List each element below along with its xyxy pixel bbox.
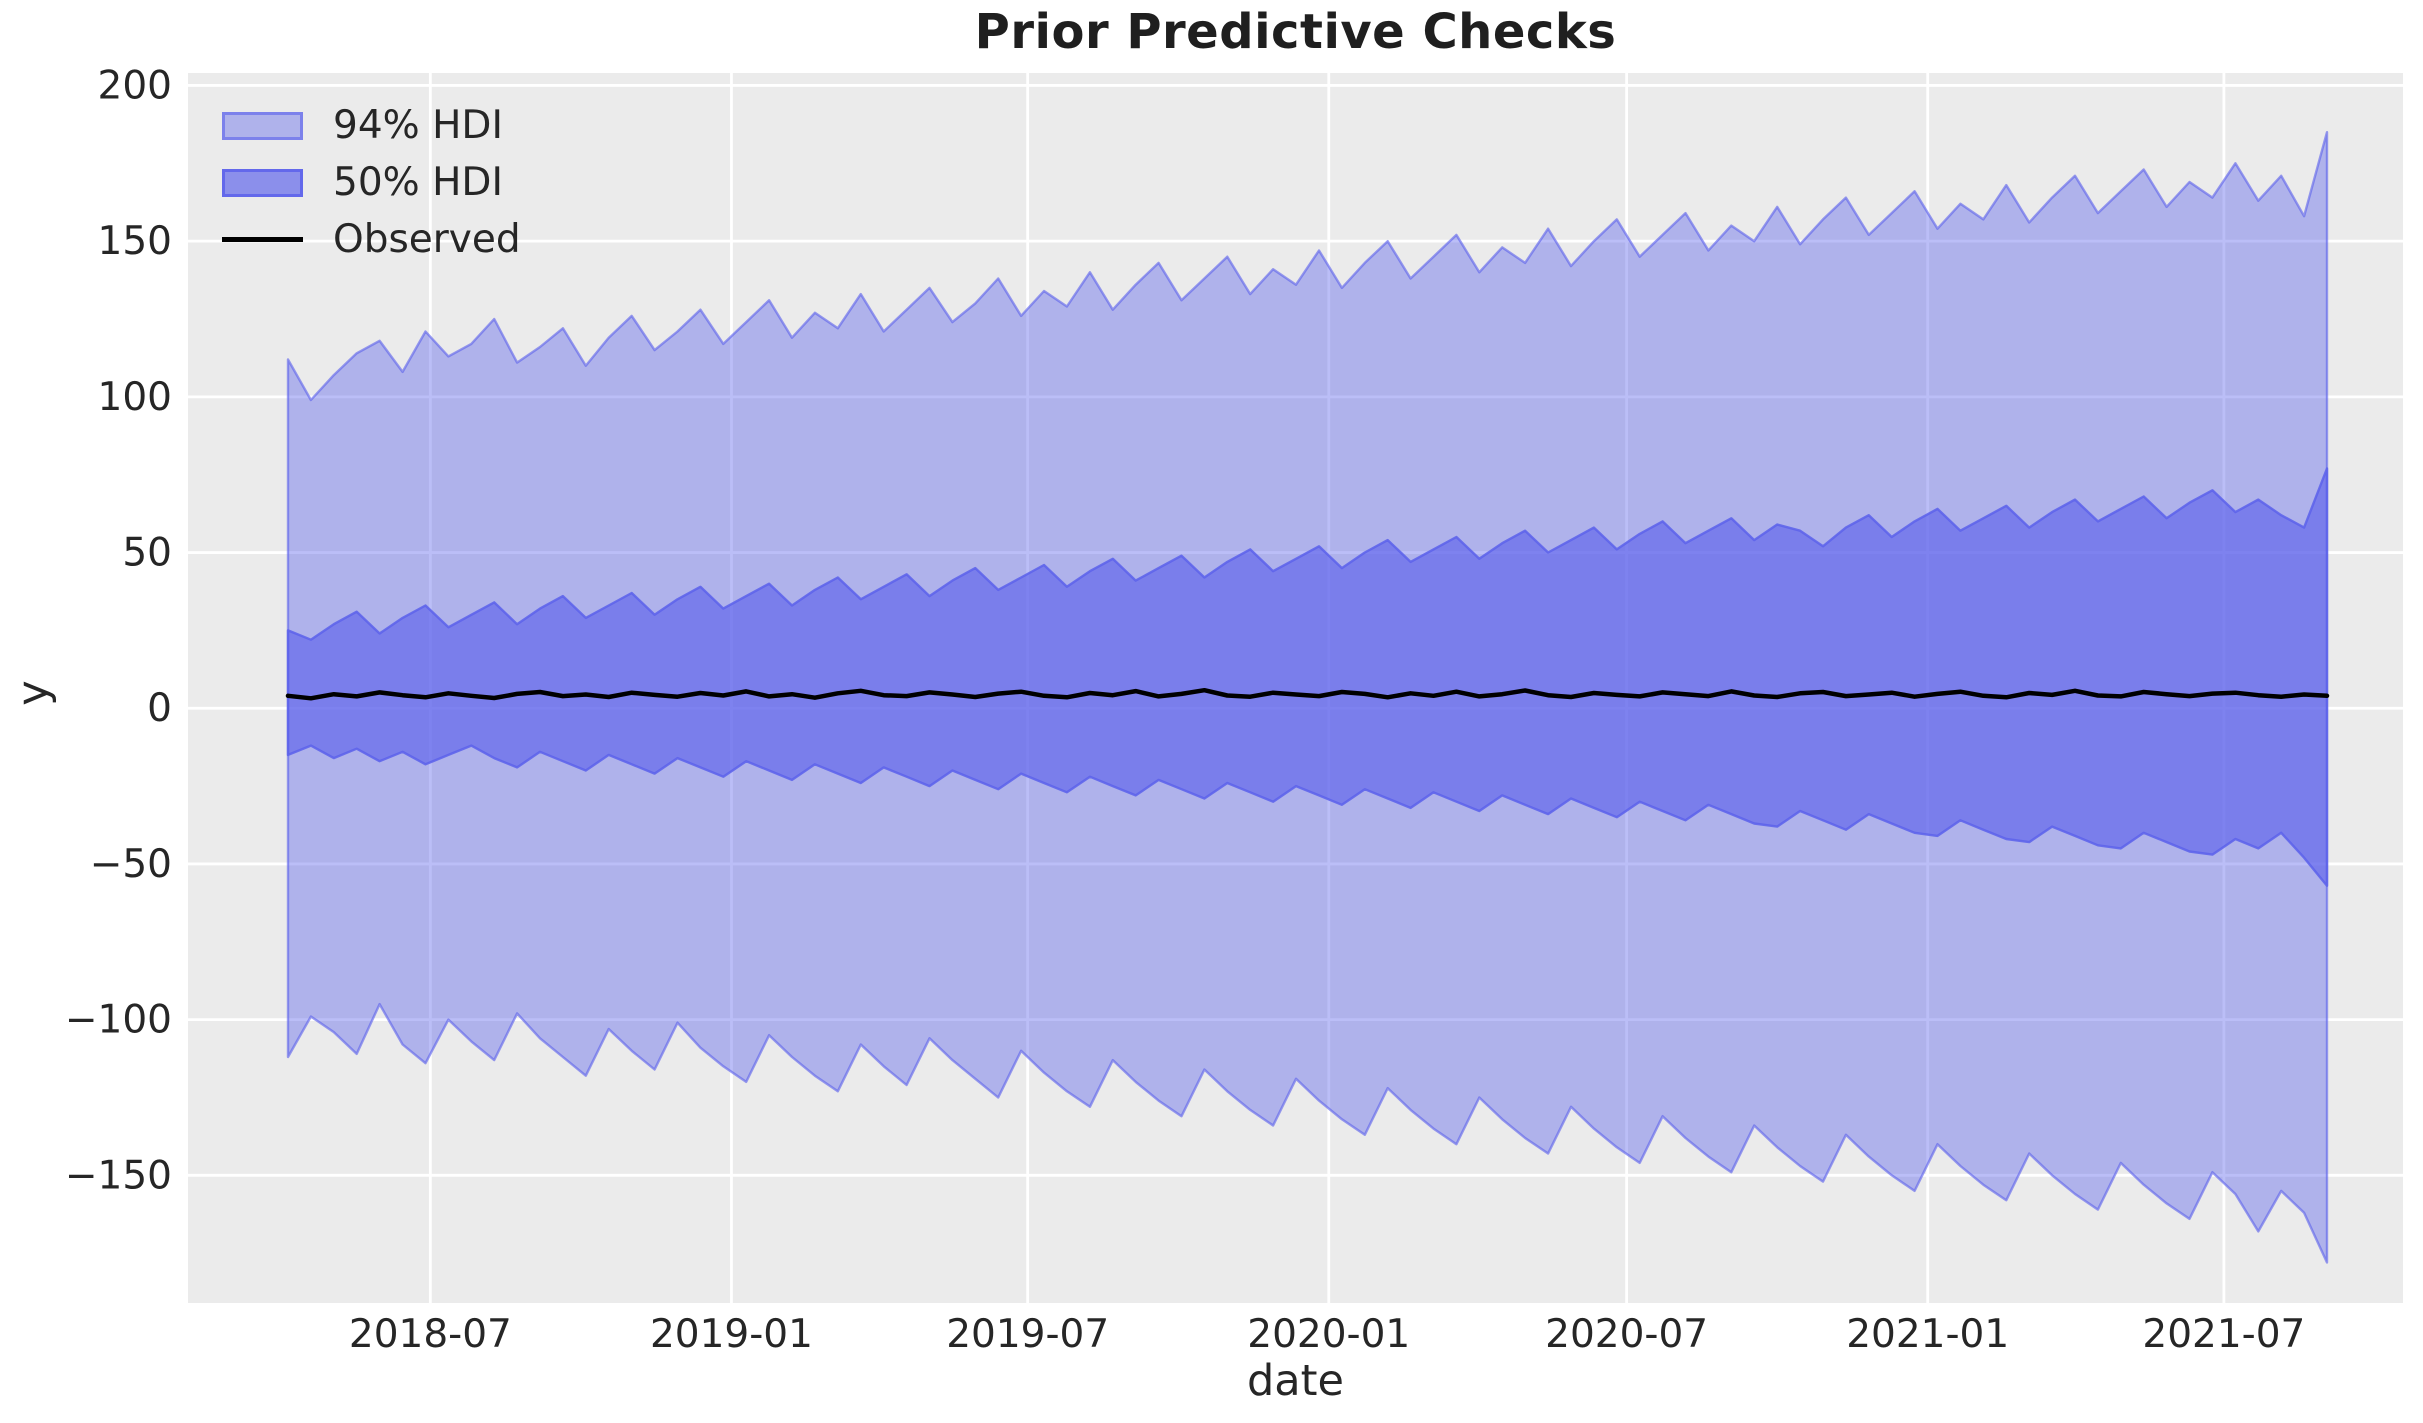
chart-series <box>285 131 2330 1264</box>
legend-label: 50% HDI <box>333 160 503 205</box>
x-axis-label: date <box>1247 1356 1344 1406</box>
x-tick-label: 2020-07 <box>1545 1312 1708 1357</box>
x-tick-label: 2018-07 <box>349 1312 512 1357</box>
y-tick-label: 150 <box>98 219 172 264</box>
observed-line <box>285 687 2330 701</box>
x-tick-label: 2019-01 <box>650 1312 813 1357</box>
x-tick-label: 2021-07 <box>2142 1312 2305 1357</box>
y-tick-label: −150 <box>65 1153 172 1198</box>
legend-item-50-hdi: 50% HDI <box>222 154 521 211</box>
y-tick-label: 50 <box>122 531 172 576</box>
hdi50-band <box>286 467 2329 887</box>
hdi50-swatch-icon <box>222 168 303 197</box>
x-tick-label: 2020-01 <box>1247 1312 1410 1357</box>
observed-line-icon <box>222 237 303 242</box>
legend-label: Observed <box>333 217 521 262</box>
x-tick-label: 2019-07 <box>946 1312 1109 1357</box>
y-tick-label: −100 <box>65 998 172 1043</box>
chart-title: Prior Predictive Checks <box>974 4 1617 60</box>
x-tick-label: 2021-01 <box>1846 1312 2009 1357</box>
y-axis-label: y <box>8 680 58 706</box>
legend-item-observed: Observed <box>222 211 521 268</box>
y-tick-label: 200 <box>98 63 172 108</box>
y-tick-label: 100 <box>98 375 172 420</box>
legend: 94% HDI 50% HDI Observed <box>222 97 521 268</box>
y-tick-label: 0 <box>147 686 172 731</box>
hdi94-swatch-icon <box>222 111 303 140</box>
y-tick-label: −50 <box>90 842 172 887</box>
legend-label: 94% HDI <box>333 103 503 148</box>
tick-labels: −150 −100 −50 0 50 100 150 200 2018-07 2019-01 201… <box>65 63 2306 1357</box>
legend-item-94-hdi: 94% HDI <box>222 97 521 154</box>
